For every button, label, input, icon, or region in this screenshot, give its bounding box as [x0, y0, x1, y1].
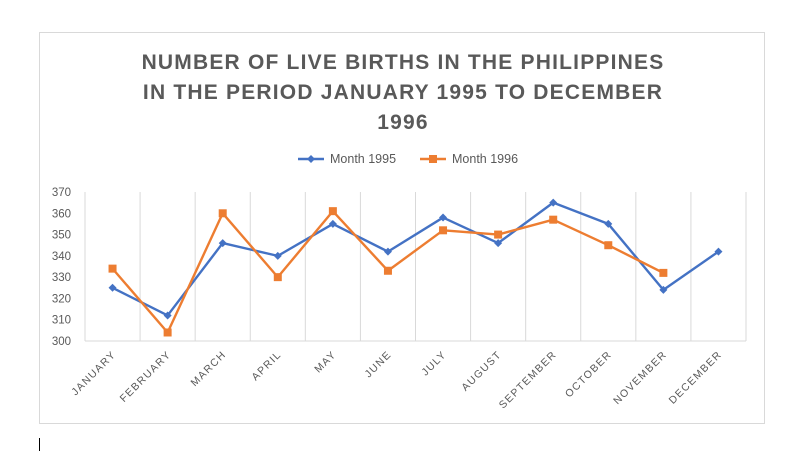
legend-entry: Month 1995: [298, 152, 396, 166]
series-2: [108, 207, 668, 337]
y-tick-label: 310: [52, 315, 71, 327]
data-point-marker: [383, 247, 392, 256]
data-point-marker: [328, 207, 337, 216]
y-tick-label: 340: [52, 251, 71, 263]
chart-title-line-2: IN THE PERIOD JANUARY 1995 TO DECEMBER: [143, 81, 663, 104]
data-point-marker: [604, 219, 613, 228]
legend-label: Month 1996: [452, 152, 518, 166]
x-tick-label: DECEMBER: [667, 349, 725, 407]
x-tick-label: FEBRUARY: [118, 349, 174, 405]
data-point-marker: [439, 213, 448, 222]
series-line: [112, 201, 720, 317]
x-tick-label: JANUARY: [69, 349, 118, 398]
text-cursor: [39, 438, 40, 451]
data-point-marker: [328, 219, 337, 228]
x-tick-label: AUGUST: [459, 349, 504, 394]
data-point-marker: [273, 251, 282, 260]
data-point-marker: [659, 268, 668, 277]
data-point-marker: [273, 273, 282, 282]
data-point-marker: [163, 328, 172, 337]
x-tick-label: NOVEMBER: [611, 349, 669, 407]
data-point-marker: [549, 215, 558, 224]
legend-marker: [429, 155, 437, 163]
data-point-marker: [714, 247, 723, 256]
x-tick-label: JULY: [419, 349, 449, 379]
data-point-marker: [439, 226, 448, 235]
y-tick-label: 370: [52, 187, 71, 199]
data-point-marker: [108, 264, 117, 273]
data-point-marker: [218, 239, 227, 248]
x-tick-label: MARCH: [189, 349, 229, 389]
gridlines: [84, 192, 747, 341]
data-point-marker: [108, 283, 117, 292]
data-point-marker: [163, 311, 172, 320]
chart-title-line-3: 1996: [377, 111, 429, 134]
chart-title: NUMBER OF LIVE BIRTHS IN THE PHILIPPINES…: [142, 51, 665, 134]
chart-title-line-1: NUMBER OF LIVE BIRTHS IN THE PHILIPPINES: [142, 51, 665, 74]
legend-label: Month 1995: [330, 152, 396, 166]
data-point-marker: [494, 230, 503, 239]
y-tick-label: 320: [52, 293, 71, 305]
legend-entry: Month 1996: [420, 152, 518, 166]
y-tick-label: 330: [52, 272, 71, 284]
data-point-marker: [383, 266, 392, 275]
y-tick-label: 360: [52, 208, 71, 220]
data-point-marker: [218, 209, 227, 218]
y-tick-label: 300: [52, 336, 71, 348]
x-tick-label: OCTOBER: [563, 349, 615, 401]
data-point-marker: [549, 198, 558, 207]
x-tick-label: JUNE: [363, 349, 395, 381]
legend: Month 1995 Month 1996: [298, 152, 518, 166]
series-1: [108, 198, 723, 320]
data-point-marker: [494, 239, 503, 248]
x-tick-label: APRIL: [249, 349, 284, 384]
legend-marker: [307, 155, 315, 163]
y-tick-label: 350: [52, 230, 71, 242]
x-tick-label: SEPTEMBER: [497, 349, 560, 412]
chart-area: NUMBER OF LIVE BIRTHS IN THE PHILIPPINES…: [39, 32, 765, 424]
series-layer: [108, 198, 723, 337]
line-chart: NUMBER OF LIVE BIRTHS IN THE PHILIPPINES…: [52, 51, 747, 411]
x-tick-label: MAY: [312, 349, 339, 376]
data-point-marker: [604, 241, 613, 250]
data-point-marker: [659, 285, 668, 294]
